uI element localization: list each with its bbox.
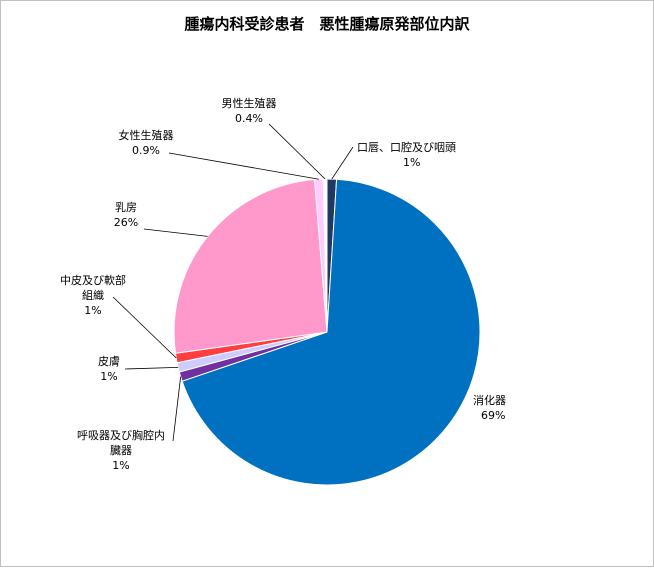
leader-line xyxy=(168,152,319,180)
slice-label: 皮膚 1% xyxy=(98,354,120,383)
slice-label: 消化器 69% xyxy=(473,393,506,422)
leader-line xyxy=(124,366,179,370)
leader-line xyxy=(268,123,326,180)
slice-labels: 口唇、口腔及び咽頭 1% 消化器 69% 呼吸器及び胸腔内臓器 1% 皮膚 1% 中皮及び軟部組… xyxy=(60,96,506,472)
slice-label: 中皮及び軟部組織 1% xyxy=(60,273,126,317)
slice-value-label: 26% xyxy=(114,216,138,229)
chart-title: 腫瘍内科受診患者 悪性腫瘍原発部位内訳 xyxy=(184,15,470,33)
leader-line xyxy=(143,228,208,237)
pie-slice xyxy=(181,178,481,486)
slice-label: 乳房 26% xyxy=(114,201,138,229)
slice-label: 呼吸器及び胸腔内臓器 1% xyxy=(77,428,165,472)
pie-slices xyxy=(173,178,481,486)
pie-slice xyxy=(173,178,328,354)
slice-value-label: 0.9% xyxy=(132,144,160,157)
slice-label: 口唇、口腔及び咽頭 1% xyxy=(357,140,456,169)
leader-line xyxy=(112,296,177,359)
slice-value-label: 1% xyxy=(100,370,117,383)
leader-line xyxy=(172,376,182,442)
leader-line xyxy=(331,146,354,180)
slice-value-label: 1% xyxy=(403,156,420,169)
pie-slice xyxy=(322,178,328,333)
leader-lines xyxy=(112,123,354,442)
slice-label: 男性生殖器 0.4% xyxy=(222,96,277,125)
slice-label: 女性生殖器 0.9% xyxy=(119,128,174,157)
slice-value-label: 69% xyxy=(481,409,505,422)
slice-value-label: 1% xyxy=(84,304,101,317)
slice-value-label: 0.4% xyxy=(235,112,263,125)
slice-value-label: 1% xyxy=(112,459,129,472)
